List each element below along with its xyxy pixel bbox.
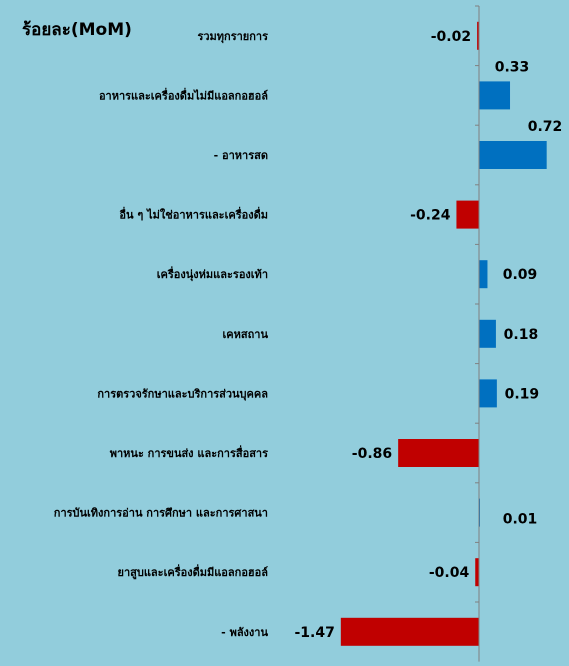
value-label-3: -0.24 <box>410 208 451 224</box>
value-label-0: -0.02 <box>431 29 471 45</box>
value-label-5: 0.18 <box>504 327 539 343</box>
category-label-1: อาหารและเครื่องดื่มไม่มีแอลกอฮอล์ <box>99 87 268 102</box>
category-label-6: การตรวจรักษาและบริการส่วนบุคคล <box>97 387 268 401</box>
value-label-7: -0.86 <box>352 446 392 462</box>
value-label-8: 0.01 <box>503 512 538 528</box>
bar-5 <box>479 319 496 348</box>
value-label-9: -0.04 <box>429 565 470 581</box>
category-label-7: พาหนะ การขนส่ง และการสื่อสาร <box>110 445 268 460</box>
value-label-10: -1.47 <box>294 625 334 641</box>
category-label-4: เครื่องนุ่งห่มและรองเท้า <box>157 266 268 282</box>
category-label-5: เคหสถาน <box>223 328 269 341</box>
category-label-8: การบันเทิงการอ่าน การศึกษา และการศาสนา <box>54 507 268 520</box>
value-label-2: 0.72 <box>528 119 563 135</box>
bar-0 <box>477 21 479 50</box>
value-label-1: 0.33 <box>495 59 530 75</box>
bar-2 <box>479 141 547 169</box>
category-label-2: - อาหารสด <box>214 149 268 162</box>
bar-4 <box>479 260 488 289</box>
bar-6 <box>479 379 497 408</box>
bar-3 <box>456 200 479 229</box>
y-axis-title: ร้อยละ(MoM) <box>22 20 132 40</box>
bar-1 <box>479 81 511 110</box>
value-label-4: 0.09 <box>503 267 538 283</box>
category-label-10: - พลังงาน <box>221 626 268 639</box>
category-label-3: อื่น ๆ ไม่ใช่อาหารและเครื่องดื่ม <box>119 207 268 222</box>
bar-9 <box>475 558 479 587</box>
bar-7 <box>398 439 479 467</box>
bar-10 <box>340 617 479 646</box>
value-label-6: 0.19 <box>505 386 540 402</box>
category-label-0: รวมทุกรายการ <box>197 30 268 44</box>
category-label-9: ยาสูบและเครื่องดื่มมีแอลกอฮอล์ <box>118 564 269 580</box>
